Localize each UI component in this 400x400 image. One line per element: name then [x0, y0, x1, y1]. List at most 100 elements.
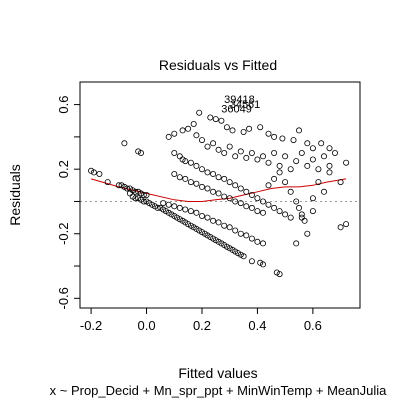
data-point: [243, 232, 250, 239]
data-point: [271, 204, 278, 211]
data-point: [326, 162, 333, 169]
data-point: [212, 116, 219, 123]
y-axis: -0.6 -0.2 0.2 0.6: [56, 96, 81, 310]
data-point: [198, 212, 205, 219]
data-point: [259, 153, 266, 160]
data-point: [254, 208, 261, 215]
data-point: [240, 128, 247, 135]
data-point: [204, 169, 211, 176]
data-point: [240, 253, 247, 260]
data-point: [132, 195, 139, 202]
data-point: [271, 149, 278, 156]
data-point: [182, 175, 189, 182]
x-tick-label: -0.2: [80, 318, 102, 333]
data-point: [176, 204, 183, 211]
data-point: [198, 137, 205, 144]
model-formula-subtitle: x ~ Prop_Decid + Mn_spr_ppt + MinWinTemp…: [50, 383, 387, 398]
x-tick-label: 0.0: [137, 318, 155, 333]
data-point: [226, 195, 233, 202]
data-point: [276, 271, 283, 278]
data-point: [293, 158, 300, 165]
data-point: [271, 133, 278, 140]
data-point: [215, 190, 222, 197]
data-point: [221, 193, 228, 200]
data-point: [176, 153, 183, 160]
x-tick-label: 0.2: [193, 318, 211, 333]
data-point: [246, 125, 253, 132]
data-point: [232, 198, 239, 205]
data-point: [271, 175, 278, 182]
data-point: [165, 201, 172, 208]
data-point: [265, 159, 272, 166]
data-point: [210, 170, 217, 177]
data-point: [210, 188, 217, 195]
data-points: [88, 109, 350, 278]
data-point: [320, 188, 327, 195]
data-point: [276, 208, 283, 215]
data-point: [298, 149, 305, 156]
data-point: [190, 121, 197, 128]
data-point: [254, 238, 261, 245]
data-point: [259, 198, 266, 205]
data-point: [204, 214, 211, 221]
data-point: [237, 200, 244, 207]
data-point: [143, 191, 150, 198]
data-point: [293, 198, 300, 205]
data-point: [248, 204, 255, 211]
data-point: [154, 204, 161, 211]
data-point: [254, 156, 261, 163]
data-point: [90, 169, 97, 176]
data-point: [207, 114, 214, 121]
data-point: [243, 154, 250, 161]
data-point: [210, 140, 217, 147]
data-point: [248, 191, 255, 198]
data-point: [337, 179, 344, 186]
data-point: [320, 153, 327, 160]
data-point: [232, 182, 239, 189]
x-axis-label: Fitted values: [178, 365, 257, 381]
data-point: [160, 200, 167, 207]
data-point: [259, 240, 266, 247]
data-point: [237, 230, 244, 237]
data-point: [304, 140, 311, 147]
data-point: [259, 209, 266, 216]
data-point: [132, 188, 139, 195]
data-point: [265, 130, 272, 137]
y-axis-label: Residuals: [7, 164, 23, 225]
data-point: [309, 145, 316, 152]
x-tick-label: 0.4: [248, 318, 266, 333]
data-point: [298, 211, 305, 218]
data-point: [276, 162, 283, 169]
data-point: [187, 208, 194, 215]
data-point: [243, 203, 250, 210]
data-point: [196, 109, 203, 116]
data-point: [237, 148, 244, 155]
data-point: [282, 179, 289, 186]
chart-title: Residuals vs Fitted: [159, 57, 277, 73]
data-point: [226, 224, 233, 231]
data-point: [304, 230, 311, 237]
data-point: [104, 179, 111, 186]
y-tick-label: -0.2: [56, 222, 71, 244]
data-point: [287, 188, 294, 195]
data-point: [265, 182, 272, 189]
data-point: [282, 211, 289, 218]
outlier-label: 34561: [230, 99, 261, 111]
data-point: [318, 140, 325, 147]
data-point: [301, 217, 308, 224]
data-point: [165, 133, 172, 140]
data-point: [171, 130, 178, 137]
data-point: [226, 143, 233, 150]
data-point: [248, 258, 255, 265]
data-point: [96, 170, 103, 177]
data-point: [304, 162, 311, 169]
data-point: [182, 206, 189, 213]
data-point: [215, 174, 222, 181]
data-point: [193, 209, 200, 216]
data-point: [193, 132, 200, 139]
data-point: [282, 153, 289, 160]
data-point: [326, 169, 333, 176]
y-tick-label: -0.6: [56, 287, 71, 309]
